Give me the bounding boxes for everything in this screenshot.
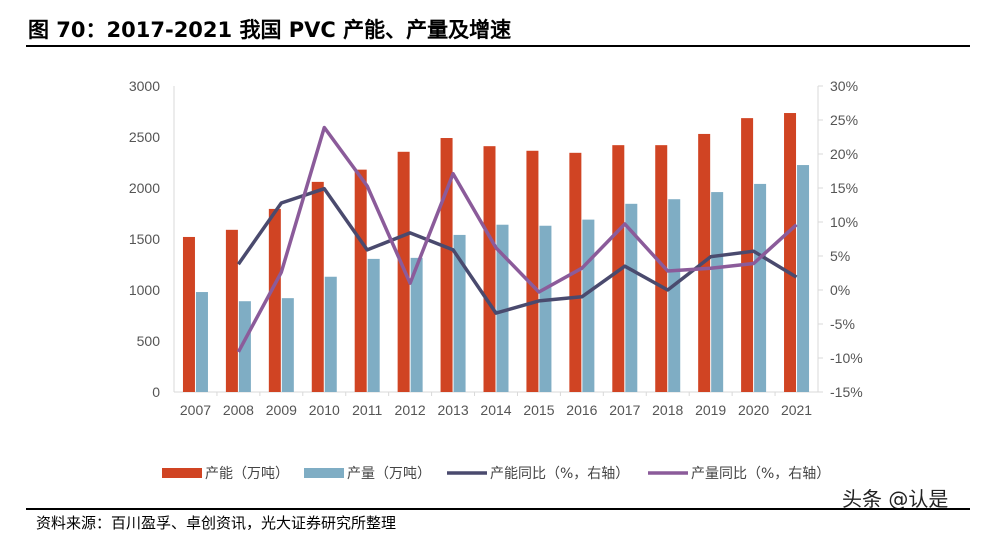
watermark: 头条 @认是 [842, 487, 949, 511]
bar-production [582, 219, 595, 392]
right-tick-label: 25% [830, 112, 858, 128]
legend-label: 产能同比（%，右轴） [490, 466, 629, 482]
right-tick-label: -10% [830, 350, 863, 366]
bar-capacity [483, 146, 496, 392]
x-tick-label: 2016 [566, 402, 597, 418]
bar-capacity [311, 181, 324, 392]
right-tick-label: 10% [830, 214, 858, 230]
x-tick-label: 2007 [180, 402, 211, 418]
x-tick-label: 2019 [695, 402, 726, 418]
legend-label: 产量（万吨） [347, 466, 431, 482]
right-tick-label: -5% [830, 316, 855, 332]
x-tick-label: 2020 [738, 402, 769, 418]
bar-capacity [741, 118, 754, 392]
bar-production [238, 301, 251, 392]
bar-capacity [655, 145, 668, 392]
x-tick-label: 2015 [523, 402, 554, 418]
left-tick-label: 1500 [129, 231, 160, 247]
bar-production [496, 224, 509, 392]
left-tick-label: 1000 [129, 282, 160, 298]
bar-production [281, 298, 294, 392]
source-note: 资料来源：百川盈孚、卓创资讯，光大证券研究所整理 [36, 514, 397, 532]
x-tick-label: 2011 [352, 402, 382, 418]
x-tick-label: 2017 [609, 402, 640, 418]
bar-capacity [225, 229, 238, 392]
left-tick-label: 3000 [129, 78, 160, 94]
line-capacity-growth [236, 186, 798, 315]
right-tick-label: 5% [830, 248, 850, 264]
left-tick-label: 2500 [129, 129, 160, 145]
right-tick-label: 30% [830, 78, 858, 94]
bar-production [539, 225, 552, 392]
x-tick-label: 2013 [437, 402, 468, 418]
legend-label: 产量同比（%，右轴） [691, 466, 830, 482]
bar-production [754, 183, 767, 392]
title-rule [26, 45, 970, 47]
bar-capacity [526, 150, 539, 392]
legend-swatch [304, 468, 344, 478]
bar-production [195, 292, 208, 392]
x-tick-label: 2021 [781, 402, 812, 418]
bar-production [668, 199, 681, 392]
right-tick-label: 20% [830, 146, 858, 162]
x-tick-label: 2008 [223, 402, 254, 418]
bar-production [453, 234, 466, 392]
right-tick-label: 0% [830, 282, 850, 298]
legend-swatch [162, 468, 202, 478]
figure-title: 图 70：2017-2021 我国 PVC 产能、产量及增速 [28, 18, 512, 42]
bar-capacity [182, 236, 195, 392]
line-production-growth [236, 125, 798, 353]
left-tick-label: 2000 [129, 180, 160, 196]
x-tick-label: 2014 [480, 402, 511, 418]
source-rule [26, 508, 970, 510]
bar-capacity [612, 145, 625, 392]
bar-production [324, 276, 337, 392]
bar-production [711, 192, 724, 392]
legend-label: 产能（万吨） [205, 466, 289, 482]
bar-capacity [784, 113, 797, 392]
x-tick-label: 2018 [652, 402, 683, 418]
right-tick-label: 15% [830, 180, 858, 196]
left-tick-label: 500 [137, 333, 161, 349]
bar-capacity [268, 208, 281, 392]
left-tick-label: 0 [152, 384, 160, 400]
bar-capacity [354, 169, 367, 392]
x-tick-label: 2012 [395, 402, 426, 418]
bar-production [367, 258, 380, 392]
right-tick-label: -15% [830, 384, 863, 400]
bar-production [797, 165, 810, 392]
bar-production [410, 257, 423, 392]
x-tick-label: 2009 [266, 402, 297, 418]
bar-production [625, 203, 638, 392]
x-tick-label: 2010 [309, 402, 340, 418]
